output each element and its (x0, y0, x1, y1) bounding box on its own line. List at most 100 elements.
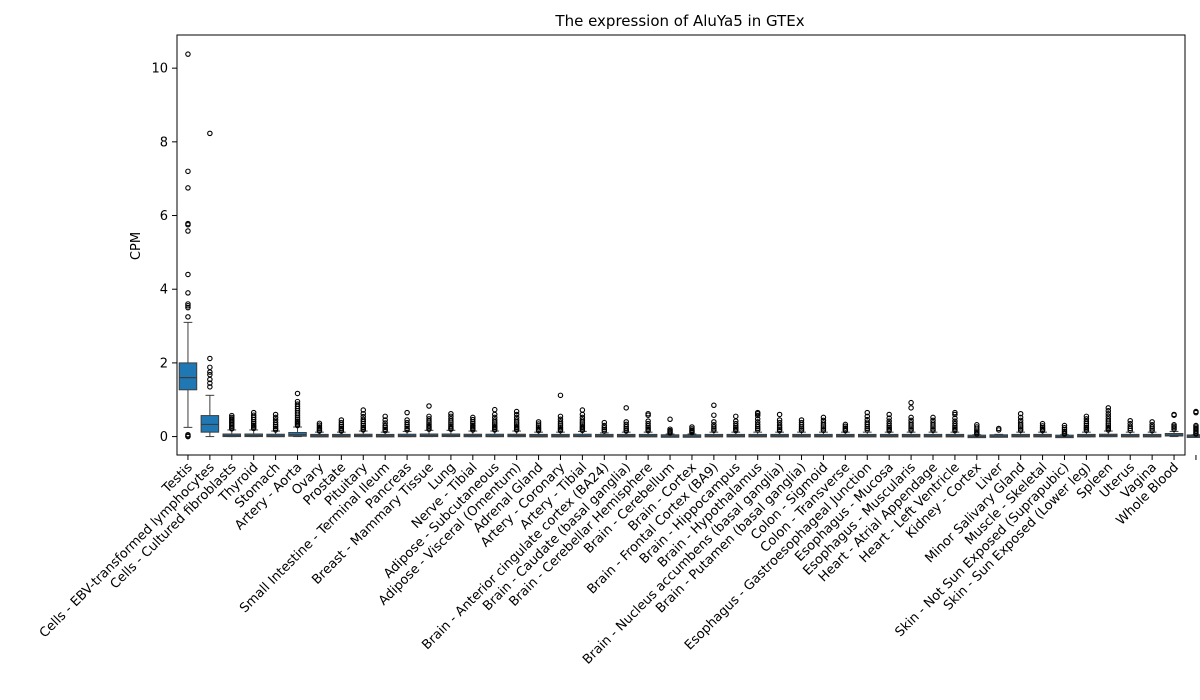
outlier-point (711, 412, 717, 418)
outlier-point (470, 427, 476, 433)
outlier-point (1083, 420, 1090, 427)
outlier-point (886, 411, 892, 418)
outlier-point (272, 411, 279, 418)
x-tick-label: Cells - EBV-transformed lymphocytes (37, 460, 218, 641)
outlier-point (316, 420, 323, 427)
outlier-point (908, 427, 914, 434)
outlier-point (908, 399, 914, 406)
outlier-point (974, 431, 980, 437)
outlier-point (1105, 427, 1112, 433)
y-tick-label: 8 (160, 135, 168, 150)
y-tick-label: 6 (160, 209, 168, 224)
y-tick-label: 4 (160, 283, 168, 298)
outlier-point (185, 228, 191, 234)
outlier-point (448, 420, 454, 426)
outlier-point (864, 423, 871, 430)
outlier-point (360, 420, 367, 427)
outlier-point (426, 426, 432, 432)
outlier-point (798, 427, 805, 434)
outlier-point (908, 422, 914, 428)
outlier-point (601, 419, 608, 426)
outlier-point (711, 419, 717, 425)
outlier-point (557, 421, 564, 427)
outlier-point (711, 427, 717, 434)
outlier-point (491, 419, 498, 425)
outlier-point (1105, 410, 1112, 417)
outlier-point (1171, 412, 1177, 418)
outlier-point (470, 419, 476, 425)
outlier-point (754, 423, 761, 430)
outlier-point (272, 422, 279, 428)
outlier-point (908, 414, 914, 421)
outlier-point (754, 427, 761, 433)
outlier-point (1105, 408, 1112, 414)
outlier-point (272, 423, 279, 430)
outlier-point (820, 424, 827, 430)
outlier-point (382, 427, 388, 434)
outlier-point (491, 411, 498, 418)
outlier-point (185, 301, 191, 307)
outlier-point (842, 427, 849, 434)
outlier-point (294, 390, 301, 397)
outlier-point (185, 185, 191, 191)
outlier-point (886, 427, 892, 434)
outlier-point (513, 427, 520, 433)
outlier-point (426, 403, 432, 409)
outlier-point (776, 424, 783, 431)
outlier-point (908, 405, 914, 411)
outlier-point (557, 413, 564, 420)
outlier-point (185, 303, 191, 309)
outlier-point (930, 427, 936, 434)
outlier-point (338, 422, 345, 428)
outlier-point (623, 405, 629, 411)
outlier-point (930, 422, 936, 428)
outlier-point (1017, 422, 1024, 428)
y-axis-label: CPM (129, 232, 144, 260)
outlier-point (1193, 431, 1199, 437)
outlier-point (513, 411, 520, 418)
outlier-point (754, 416, 761, 422)
outlier-point (733, 427, 739, 434)
outlier-point (1171, 426, 1177, 432)
outlier-point (930, 414, 936, 421)
outlier-point (776, 411, 783, 418)
outlier-point (1061, 431, 1068, 437)
outlier-point (448, 410, 454, 417)
outlier-point (754, 410, 761, 417)
outlier-point (886, 415, 892, 421)
outlier-point (185, 51, 191, 57)
outlier-point (579, 419, 586, 425)
outlier-point (908, 424, 914, 430)
box (178, 362, 198, 391)
plot-frame (176, 34, 1186, 456)
outlier-point (711, 424, 717, 430)
outlier-point (185, 314, 191, 320)
outlier-point (864, 427, 871, 433)
outlier-point (864, 409, 871, 416)
outlier-point (579, 407, 586, 413)
outlier-point (1127, 417, 1133, 424)
outlier-point (579, 411, 586, 418)
outlier-point (185, 290, 191, 296)
outlier-point (382, 413, 388, 420)
outlier-point (579, 427, 586, 434)
outlier-point (294, 422, 301, 429)
outlier-point (185, 304, 191, 311)
outlier-point (513, 419, 520, 425)
outlier-point (382, 417, 388, 423)
outlier-point (1083, 427, 1090, 434)
outlier-point (513, 408, 520, 415)
outlier-point (1193, 409, 1199, 416)
outlier-point (448, 426, 454, 432)
outlier-point (930, 424, 936, 430)
outlier-point (733, 413, 739, 420)
outlier-point (711, 402, 717, 409)
outlier-point (207, 384, 213, 390)
outlier-point (382, 424, 388, 431)
outlier-point (601, 428, 608, 434)
outlier-point (776, 417, 783, 423)
outlier-point (382, 422, 388, 429)
outlier-point (207, 130, 213, 137)
outlier-point (1017, 427, 1024, 434)
